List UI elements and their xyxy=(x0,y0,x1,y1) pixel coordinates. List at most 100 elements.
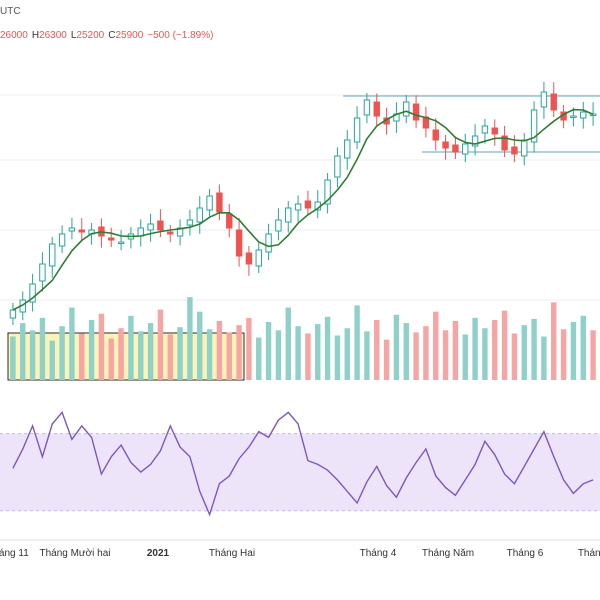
volume-bars xyxy=(10,297,596,380)
volume-bar xyxy=(197,311,203,380)
volume-bar xyxy=(501,310,508,380)
volume-pane xyxy=(7,297,596,381)
timezone-text: UTC xyxy=(0,6,21,17)
candle-body xyxy=(540,91,548,108)
change-value: −500 (−1.89%) xyxy=(147,30,214,41)
volume-bar xyxy=(206,329,213,380)
volume-bar xyxy=(98,313,105,380)
volume-bar xyxy=(541,336,547,380)
volume-bar xyxy=(324,316,331,380)
candle-body xyxy=(216,192,223,213)
candle-body xyxy=(363,99,371,116)
ohlc-header: 26000 H26300 L25200 C25900 −500 (−1.89%) xyxy=(0,30,217,41)
candle-body xyxy=(157,220,164,231)
x-tick-label: Tháng 4 xyxy=(360,548,397,559)
close-value: 25900 xyxy=(115,30,144,41)
candle-body xyxy=(462,143,469,155)
volume-bar xyxy=(511,333,518,380)
volume-bar xyxy=(20,323,26,380)
candle-body xyxy=(530,109,538,143)
volume-bar xyxy=(265,322,272,380)
candle-body xyxy=(108,237,115,241)
candle-body xyxy=(167,231,174,235)
candle-body xyxy=(403,101,410,117)
candlestick-series xyxy=(9,81,597,325)
volume-bar xyxy=(590,330,596,380)
close-label: C xyxy=(108,30,116,41)
candle-body xyxy=(491,127,498,135)
volume-bar xyxy=(49,340,55,380)
volume-bar xyxy=(187,297,193,380)
candle-body xyxy=(39,263,46,282)
candle-body xyxy=(78,229,85,233)
x-tick-label: Tháng 11 xyxy=(0,548,29,559)
candle-body xyxy=(9,309,17,319)
candle-body xyxy=(550,93,557,111)
rsi-line xyxy=(12,411,594,517)
volume-bar xyxy=(305,333,311,380)
volume-bar xyxy=(531,318,537,380)
volume-bar xyxy=(393,314,400,380)
volume-bar xyxy=(167,334,173,380)
candle-body xyxy=(68,227,76,232)
volume-bar xyxy=(433,311,439,380)
candle-body xyxy=(49,243,56,267)
moving-average-line xyxy=(12,108,594,311)
volume-bar xyxy=(334,335,341,380)
volume-bar xyxy=(108,338,114,380)
candle-body xyxy=(265,233,272,253)
volume-bar xyxy=(403,323,409,380)
volume-bar xyxy=(138,331,144,380)
candle-body xyxy=(58,233,66,247)
candle-body xyxy=(501,135,508,151)
volume-bar xyxy=(383,339,390,380)
volume-bar xyxy=(344,328,350,380)
volume-bar xyxy=(442,330,449,380)
candle-body xyxy=(412,103,420,121)
candle-body xyxy=(373,101,380,117)
high-value: 26300 xyxy=(39,30,67,41)
candle-body xyxy=(186,219,194,226)
timezone-label: UTC xyxy=(0,6,21,17)
candle-body xyxy=(353,117,361,143)
volume-highlight-box xyxy=(7,332,245,381)
volume-bar xyxy=(413,332,419,380)
volume-bar xyxy=(246,317,252,380)
volume-bar xyxy=(69,307,75,380)
volume-bar xyxy=(236,325,242,380)
time-axis: Tháng 11 Tháng Mười hai 2021 Tháng Hai Tháng… xyxy=(0,548,600,559)
volume-bar xyxy=(147,323,154,380)
volume-bar xyxy=(423,326,429,380)
open-value: 26000 xyxy=(0,30,28,41)
x-tick-label: 2021 xyxy=(147,548,170,559)
candle-body xyxy=(511,146,518,155)
volume-bar xyxy=(285,307,291,380)
candle-body xyxy=(324,179,331,205)
x-tick-label: Tháng xyxy=(578,548,600,559)
volume-bar xyxy=(521,325,527,380)
candle-body xyxy=(294,203,302,211)
volume-bar xyxy=(29,330,36,380)
volume-bar xyxy=(157,309,164,380)
volume-bar xyxy=(482,328,488,380)
volume-bar xyxy=(39,317,46,380)
volume-bar xyxy=(354,305,360,380)
low-value: 25200 xyxy=(76,30,105,41)
volume-bar xyxy=(275,330,282,380)
volume-bar xyxy=(216,320,223,380)
volume-bar xyxy=(492,319,498,380)
reference-levels xyxy=(343,95,600,153)
low-label: L xyxy=(70,30,77,41)
candle-body xyxy=(245,252,253,265)
volume-bar xyxy=(226,332,232,380)
candle-body xyxy=(196,207,203,223)
volume-bar xyxy=(364,331,370,380)
volume-bar xyxy=(128,315,134,380)
volume-bar xyxy=(88,319,95,380)
candle-body xyxy=(285,207,292,223)
candle-body xyxy=(206,195,213,211)
candle-body xyxy=(432,129,439,141)
volume-bar xyxy=(452,320,459,380)
